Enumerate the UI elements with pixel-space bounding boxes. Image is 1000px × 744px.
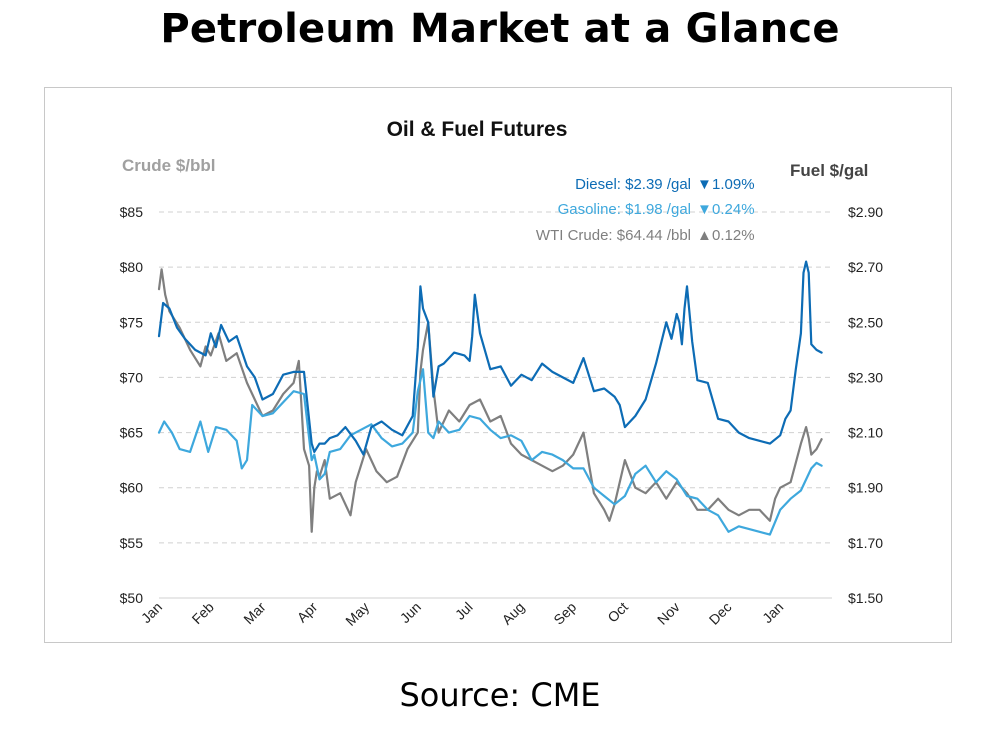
left-tick-label: $65: [120, 425, 144, 441]
price-annotation: Gasoline: $1.98 /gal ▼ 0.24%: [558, 201, 755, 218]
left-tick-label: $75: [120, 314, 144, 330]
annotation-change: 0.24%: [712, 201, 755, 218]
right-tick-label: $2.70: [848, 259, 883, 275]
price-annotations: Diesel: $2.39 /gal ▼ 1.09% Gasoline: $1.98 …: [536, 176, 755, 244]
annotation-text: WTI Crude: $64.44 /bbl: [536, 227, 691, 244]
x-tick-label: May: [342, 599, 372, 629]
left-y-ticks: $50 $55 $60 $65 $70 $75 $80 $85: [120, 204, 144, 606]
x-tick-label: Jan: [759, 599, 786, 626]
left-tick-label: $85: [120, 204, 144, 220]
right-tick-label: $2.90: [848, 204, 883, 220]
right-tick-label: $1.70: [848, 535, 883, 551]
x-ticks: Jan Feb Mar Apr May Jun Jul Aug Sep Oct Nov Dec Jan: [138, 599, 787, 629]
up-arrow-icon: ▲: [697, 227, 712, 244]
x-tick-label: Mar: [240, 599, 269, 628]
annotation-text: Gasoline: $1.98 /gal: [558, 201, 691, 218]
x-tick-label: Sep: [550, 599, 579, 628]
left-tick-label: $55: [120, 535, 144, 551]
left-tick-label: $50: [120, 590, 144, 606]
price-annotation: WTI Crude: $64.44 /bbl ▲ 0.12%: [536, 227, 755, 244]
page-title: Petroleum Market at a Glance: [160, 6, 840, 52]
annotation-change: 1.09%: [712, 176, 755, 193]
right-tick-label: $1.50: [848, 590, 883, 606]
left-tick-label: $60: [120, 480, 144, 496]
series-line-0: [157, 260, 823, 456]
x-tick-label: Aug: [499, 599, 528, 628]
series-line-1: [157, 368, 823, 536]
x-tick-label: Dec: [706, 599, 735, 628]
series-lines: [157, 260, 823, 536]
left-axis-title: Crude $/bbl: [122, 156, 216, 175]
down-arrow-icon: ▼: [697, 201, 712, 218]
left-tick-label: $70: [120, 369, 144, 385]
price-annotation: Diesel: $2.39 /gal ▼ 1.09%: [575, 176, 754, 193]
series-line-2: [157, 268, 823, 533]
source-label: Source: CME: [399, 676, 601, 714]
gridlines: [159, 211, 832, 599]
right-tick-label: $2.10: [848, 425, 883, 441]
chart-panel: Oil & Fuel Futures Crude $/bbl Fuel $/ga…: [44, 87, 952, 643]
right-tick-label: $1.90: [848, 480, 883, 496]
right-axis-title: Fuel $/gal: [790, 161, 868, 180]
down-arrow-icon: ▼: [697, 176, 712, 193]
annotation-change: 0.12%: [712, 227, 755, 244]
oil-fuel-futures-chart: Oil & Fuel Futures Crude $/bbl Fuel $/ga…: [120, 118, 884, 629]
right-tick-label: $2.50: [848, 314, 883, 330]
right-y-ticks: $1.50 $1.70 $1.90 $2.10 $2.30 $2.50 $2.70 $2.90: [848, 204, 883, 606]
left-tick-label: $80: [120, 259, 144, 275]
x-tick-label: Nov: [654, 599, 683, 628]
x-tick-label: Apr: [294, 599, 321, 626]
x-tick-label: Oct: [604, 599, 631, 626]
x-tick-label: Feb: [189, 599, 218, 628]
x-tick-label: Jul: [452, 599, 476, 623]
chart-title: Oil & Fuel Futures: [387, 118, 568, 141]
x-tick-label: Jun: [397, 599, 424, 626]
annotation-text: Diesel: $2.39 /gal: [575, 176, 691, 193]
right-tick-label: $2.30: [848, 369, 883, 385]
